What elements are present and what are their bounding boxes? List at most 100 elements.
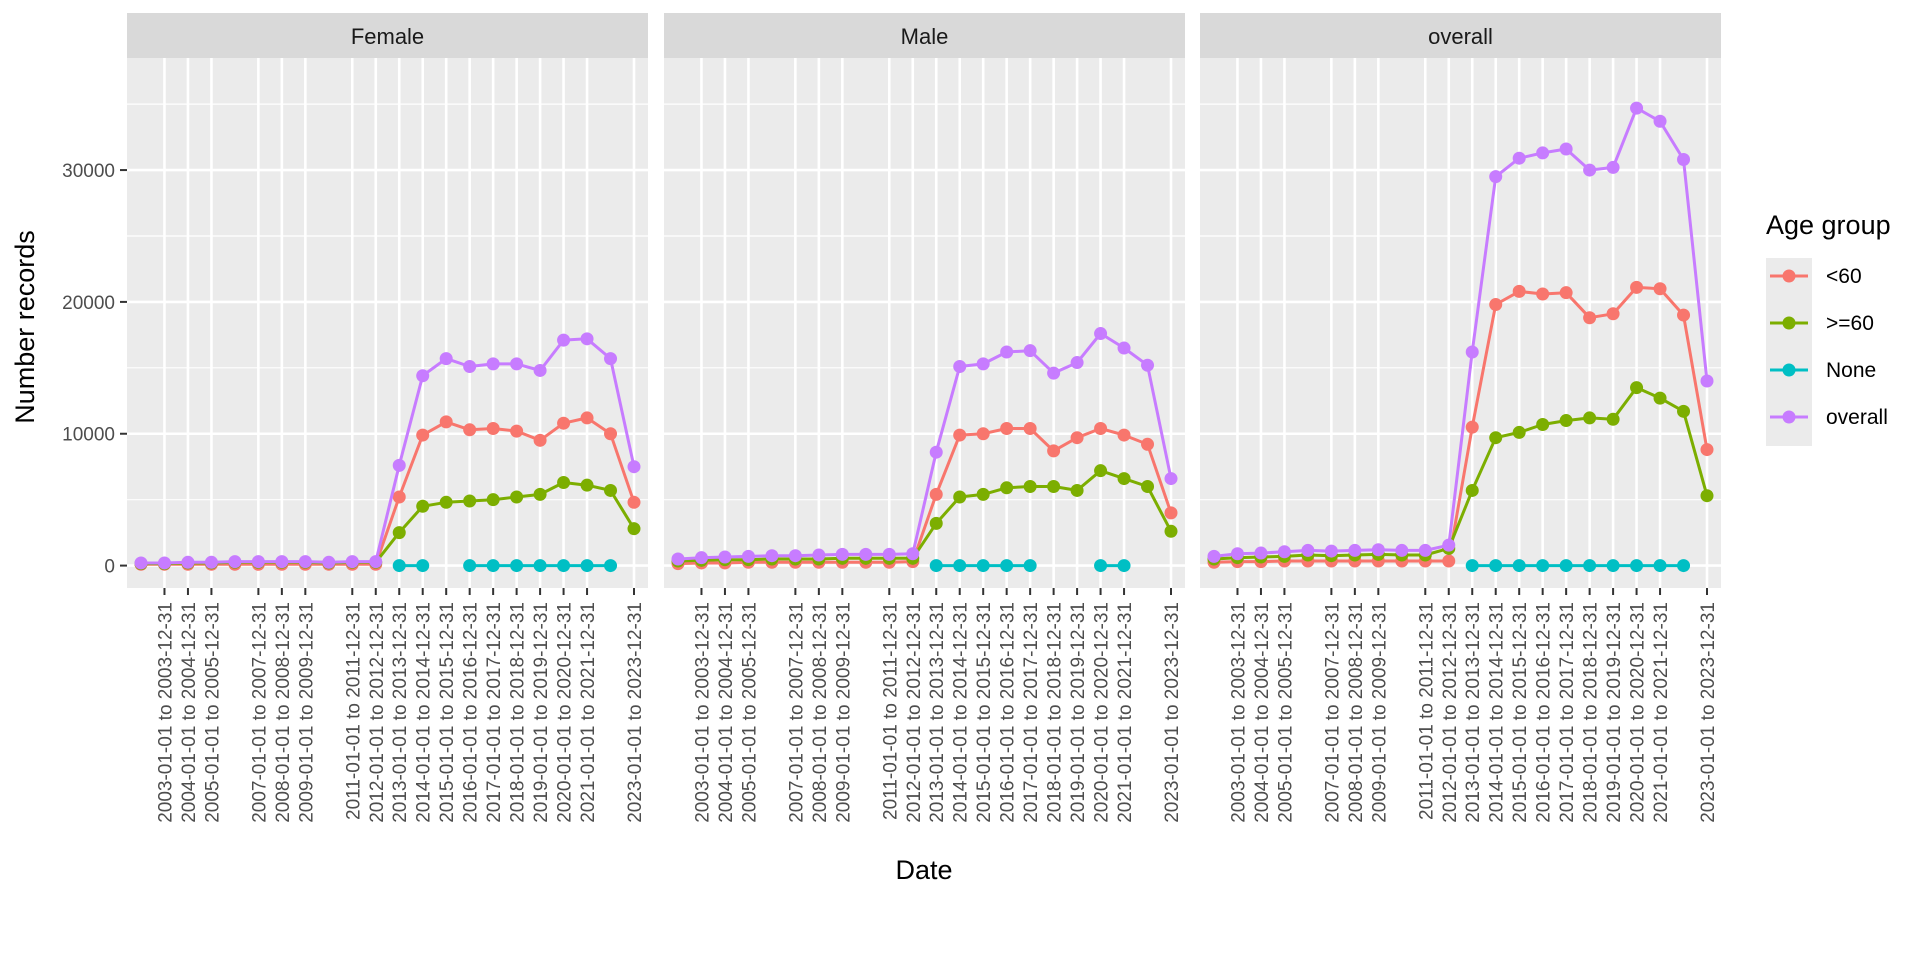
data-point xyxy=(976,559,990,573)
data-point xyxy=(228,555,242,569)
legend-key-point xyxy=(1782,316,1796,330)
data-point xyxy=(1536,146,1550,160)
data-point xyxy=(1371,543,1385,557)
data-point xyxy=(1164,524,1178,538)
data-point xyxy=(1606,559,1620,573)
data-point xyxy=(1512,151,1526,165)
data-point xyxy=(1583,311,1597,325)
x-tick-label: 2005-01-01 to 2005-12-31 xyxy=(202,602,223,823)
data-point xyxy=(392,458,406,472)
x-tick-label: 2004-01-01 to 2004-12-31 xyxy=(716,602,737,823)
data-point xyxy=(1489,431,1503,445)
legend-label: None xyxy=(1826,359,1876,382)
facet-strip-label: overall xyxy=(1428,24,1493,49)
x-tick-label: 2018-01-01 to 2018-12-31 xyxy=(508,602,529,823)
data-point xyxy=(298,555,312,569)
data-point xyxy=(1677,559,1691,573)
x-tick-label: 2014-01-01 to 2014-12-31 xyxy=(1487,602,1508,823)
series-overall xyxy=(1207,101,1714,563)
data-point xyxy=(1141,479,1155,493)
data-point xyxy=(1094,559,1108,573)
data-point xyxy=(439,415,453,429)
data-point xyxy=(627,460,641,474)
x-tick-label: 2021-01-01 to 2021-12-31 xyxy=(578,602,599,823)
data-point xyxy=(510,357,524,371)
legend-key-point xyxy=(1782,363,1796,377)
data-point xyxy=(416,499,430,513)
panel-background xyxy=(1200,58,1721,588)
data-point xyxy=(1465,345,1479,359)
data-point xyxy=(510,559,524,573)
data-point xyxy=(1023,421,1037,435)
data-point xyxy=(1583,559,1597,573)
legend-item-overall: overall xyxy=(1770,406,1888,429)
legend-key-point xyxy=(1782,269,1796,283)
x-tick-label: 2018-01-01 to 2018-12-31 xyxy=(1581,602,1602,823)
data-point xyxy=(1630,381,1644,395)
data-point xyxy=(463,559,477,573)
data-point xyxy=(1465,559,1479,573)
x-tick-label: 2018-01-01 to 2018-12-31 xyxy=(1045,602,1066,823)
data-point xyxy=(882,547,896,561)
data-point xyxy=(976,427,990,441)
series-line xyxy=(141,337,636,565)
data-point xyxy=(1070,483,1084,497)
data-point xyxy=(604,427,618,441)
data-point xyxy=(718,550,732,564)
data-point xyxy=(1677,308,1691,322)
x-tick-label: 2019-01-01 to 2019-12-31 xyxy=(1068,602,1089,823)
x-tick-label: 2020-01-01 to 2020-12-31 xyxy=(1628,602,1649,823)
series-None xyxy=(929,559,1131,573)
data-point xyxy=(1000,421,1014,435)
data-point xyxy=(1653,282,1667,296)
data-point xyxy=(557,476,571,490)
data-point xyxy=(1164,506,1178,520)
data-point xyxy=(369,555,383,569)
data-point xyxy=(463,423,477,437)
x-tick-label: 2016-01-01 to 2016-12-31 xyxy=(461,602,482,823)
data-point xyxy=(741,549,755,563)
facet-strip xyxy=(127,13,648,58)
y-tick-label: 0 xyxy=(104,557,115,578)
legend-title: Age group xyxy=(1766,210,1891,240)
x-tick-label: 2012-01-01 to 2012-12-31 xyxy=(367,602,388,823)
x-tick-label: 2016-01-01 to 2016-12-31 xyxy=(1534,602,1555,823)
data-point xyxy=(953,490,967,504)
data-point xyxy=(765,549,779,563)
x-tick-label: 2007-01-01 to 2007-12-31 xyxy=(1322,602,1343,823)
x-tick-label: 2016-01-01 to 2016-12-31 xyxy=(998,602,1019,823)
x-tick-label: 2003-01-01 to 2003-12-31 xyxy=(692,602,713,823)
data-point xyxy=(580,332,594,346)
data-point xyxy=(1094,464,1108,478)
y-axis-title: Number records xyxy=(10,230,40,424)
data-point xyxy=(580,411,594,425)
data-point xyxy=(533,363,547,377)
y-tick-label: 10000 xyxy=(62,425,115,446)
data-point xyxy=(134,556,148,570)
data-point xyxy=(929,516,943,530)
data-point xyxy=(1117,341,1131,355)
x-tick-label: 2019-01-01 to 2019-12-31 xyxy=(531,602,552,823)
data-point xyxy=(1583,163,1597,177)
data-point xyxy=(1653,559,1667,573)
data-point xyxy=(392,490,406,504)
x-tick-label: 2004-01-01 to 2004-12-31 xyxy=(179,602,200,823)
x-tick-label: 2008-01-01 to 2008-12-31 xyxy=(810,602,831,823)
data-point xyxy=(1536,418,1550,432)
data-point xyxy=(486,493,500,507)
data-point xyxy=(1630,101,1644,115)
data-point xyxy=(1489,559,1503,573)
data-point xyxy=(1395,543,1409,557)
y-tick-label: 30000 xyxy=(62,161,115,182)
x-tick-label: 2013-01-01 to 2013-12-31 xyxy=(927,602,948,823)
data-point xyxy=(953,360,967,374)
data-point xyxy=(1559,559,1573,573)
data-point xyxy=(1301,543,1315,557)
x-tick-label: 2017-01-01 to 2017-12-31 xyxy=(1557,602,1578,823)
data-point xyxy=(557,559,571,573)
data-point xyxy=(1023,559,1037,573)
data-point xyxy=(1512,559,1526,573)
data-point xyxy=(859,547,873,561)
facet-panel-overall: overall 2003-01-01 to 2003-12-31 2004-01-0… xyxy=(1200,13,1721,823)
data-point xyxy=(463,360,477,374)
